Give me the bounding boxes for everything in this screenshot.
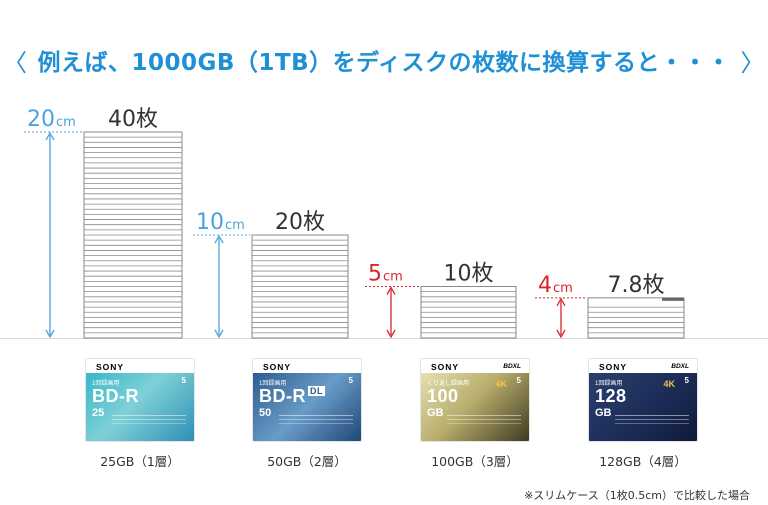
height-unit: cm	[383, 270, 403, 285]
product-detail-lines	[447, 415, 521, 416]
disc-stack-bar	[587, 297, 685, 339]
product-pack: 5	[684, 376, 689, 385]
height-arrow-down-icon	[214, 329, 224, 339]
product-capacity: GB	[427, 407, 444, 419]
product-pack: 5	[181, 376, 186, 385]
height-label: 10cm	[196, 210, 245, 235]
product-tag: 1回録画用	[92, 381, 120, 387]
product-face: 1回録画用 5 BD-R 25	[86, 373, 194, 441]
height-value: 5	[368, 262, 382, 287]
count-label: 40枚	[108, 107, 158, 132]
height-label: 20cm	[27, 107, 76, 132]
height-arrow-up-icon	[386, 286, 396, 295]
product-pack: 5	[516, 376, 521, 385]
height-arrow-down-icon	[45, 329, 55, 339]
footnote: ※スリムケース（1枚0.5cm）で比較した場合	[524, 489, 750, 502]
product-dl-badge: DL	[308, 386, 325, 396]
product-brand: SONY	[263, 362, 292, 372]
product-type: 128	[595, 386, 627, 406]
product-face: くり返し録画用 4K 5 100 GB	[421, 373, 529, 441]
product-brand: SONY	[599, 362, 628, 372]
product-brand: SONY	[431, 362, 460, 372]
category-label: 50GB（2層）	[267, 454, 347, 469]
product-package-50gb: SONY 1回録画用 5 BD-R DL 50	[252, 358, 362, 442]
category-label: 128GB（4層）	[599, 454, 687, 469]
product-pack: 5	[348, 376, 353, 385]
category-label: 100GB（3層）	[431, 454, 519, 469]
product-4k-badge: 4K	[663, 379, 675, 389]
height-value: 10	[196, 210, 224, 235]
height-arrow-up-icon	[45, 131, 55, 141]
count-label: 10枚	[444, 262, 494, 287]
product-face: 1回録画用 4K 5 128 GB	[589, 373, 697, 441]
product-brand: SONY	[96, 362, 125, 372]
height-value: 4	[538, 273, 552, 298]
height-unit: cm	[225, 218, 245, 233]
height-arrow-down-icon	[386, 329, 396, 339]
right-chevron-icon: 〉	[740, 48, 766, 77]
height-value: 20	[27, 107, 55, 132]
headline-text: 例えば、1000GB（1TB）をディスクの枚数に換算すると・・・	[37, 50, 731, 76]
left-chevron-icon: 〈	[2, 48, 28, 77]
product-package-128gb: SONY BDXL 1回録画用 4K 5 128 GB	[588, 358, 698, 442]
height-unit: cm	[56, 115, 76, 130]
product-package-25gb: SONY 1回録画用 5 BD-R 25	[85, 358, 195, 442]
height-arrow-up-icon	[214, 234, 224, 244]
count-label: 20枚	[275, 210, 325, 235]
height-label: 5cm	[368, 262, 403, 287]
product-tag: くり返し録画用	[427, 381, 470, 387]
product-bdxl-mark: BDXL	[503, 363, 521, 370]
product-tag: 1回録画用	[259, 381, 287, 387]
product-type: BD-R DL	[259, 386, 325, 407]
product-capacity: 25	[92, 407, 105, 419]
product-face: 1回録画用 5 BD-R DL 50	[253, 373, 361, 441]
height-arrow-down-icon	[556, 329, 566, 339]
product-bdxl-mark: BDXL	[671, 363, 689, 370]
product-capacity: GB	[595, 407, 612, 419]
category-label: 25GB（1層）	[100, 454, 180, 469]
product-type: 100	[427, 386, 459, 406]
product-detail-lines	[615, 415, 689, 416]
product-type: BD-R	[92, 386, 139, 406]
product-package-100gb: SONY BDXL くり返し録画用 4K 5 100 GB	[420, 358, 530, 442]
height-label: 4cm	[538, 273, 573, 298]
product-tag: 1回録画用	[595, 381, 623, 387]
product-type-text: BD-R	[259, 386, 306, 406]
count-label: 7.8枚	[608, 273, 665, 298]
product-4k-badge: 4K	[495, 379, 507, 389]
product-detail-lines	[112, 415, 186, 416]
height-arrow-up-icon	[556, 297, 566, 307]
height-unit: cm	[553, 281, 573, 296]
headline: 〈 例えば、1000GB（1TB）をディスクの枚数に換算すると・・・ 〉	[0, 42, 768, 78]
product-detail-lines	[279, 415, 353, 416]
partial-disc-mark	[662, 297, 684, 301]
product-capacity: 50	[259, 407, 272, 419]
